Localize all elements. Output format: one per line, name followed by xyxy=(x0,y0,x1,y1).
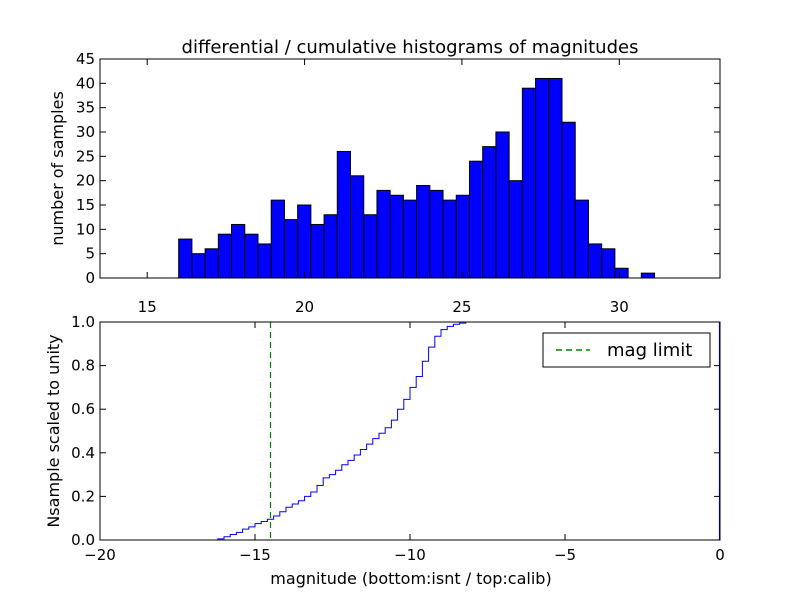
histogram-bar xyxy=(482,146,497,279)
histogram-bar xyxy=(508,180,523,279)
histogram-bar xyxy=(217,233,233,279)
histogram-bar xyxy=(561,121,576,279)
histogram-bar xyxy=(310,223,325,279)
cumulative-xtick-label: −15 xyxy=(239,546,271,564)
histogram-bar xyxy=(587,243,603,279)
cumulative-ytick-label: 1.0 xyxy=(71,313,95,331)
chart-title: differential / cumulative histograms of … xyxy=(182,37,639,58)
histogram-bar xyxy=(416,185,431,279)
cumulative-xtick-label: −20 xyxy=(84,546,116,564)
histogram-bar xyxy=(429,189,444,279)
histogram-bar xyxy=(402,199,418,279)
histogram-bar xyxy=(548,77,563,279)
histogram-xtick-label: 20 xyxy=(295,298,314,316)
cumulative-xtick-label: −10 xyxy=(394,546,426,564)
histogram-bar xyxy=(350,175,365,279)
cumulative-ylabel: Nsample scaled to unity xyxy=(44,334,63,527)
histogram-bar xyxy=(640,272,656,279)
histogram-bar xyxy=(495,131,510,279)
histogram-bar xyxy=(363,214,378,279)
histogram-xtick-label: 25 xyxy=(452,298,471,316)
cumulative-ytick-label: 0.6 xyxy=(71,400,95,418)
histogram-bar xyxy=(283,219,299,279)
histogram-ytick-label: 10 xyxy=(76,220,95,238)
histogram-bar xyxy=(231,223,246,279)
legend-label-mag-limit: mag limit xyxy=(607,340,692,361)
histogram-bar xyxy=(468,160,484,279)
cumulative-step-line xyxy=(100,321,720,541)
histogram-panel: 0 5 10 15 20 25 30 35 40 45 15 20 25 30 number of sam… xyxy=(48,50,721,316)
cumulative-frame xyxy=(99,321,721,541)
histogram-bar xyxy=(521,87,537,279)
histogram-ytick-label: 20 xyxy=(76,172,95,190)
histogram-bar xyxy=(204,248,219,279)
cumulative-ytick-label: 0.2 xyxy=(71,487,95,505)
histogram-bar xyxy=(270,199,285,279)
cumulative-ytick-label: 0.8 xyxy=(71,357,95,375)
histogram-bar xyxy=(244,233,259,279)
histogram-bar xyxy=(535,77,550,279)
histogram-bar xyxy=(601,248,616,279)
histogram-bar xyxy=(191,253,206,279)
histogram-bar xyxy=(574,199,589,279)
histogram-xtick-label: 15 xyxy=(138,298,157,316)
histogram-ytick-label: 25 xyxy=(76,147,95,165)
histogram-xtick-label: 30 xyxy=(610,298,629,316)
cumulative-panel: 0.0 0.2 0.4 0.6 0.8 1.0 −20 −15 −10 −5 0 magnitude… xyxy=(44,313,725,588)
histogram-frame xyxy=(99,58,721,279)
histogram-ytick-label: 45 xyxy=(76,50,95,68)
histogram-bar xyxy=(336,150,352,279)
cumulative-xtick-label: −5 xyxy=(554,546,576,564)
histogram-bar xyxy=(297,204,312,279)
cumulative-xlabel: magnitude (bottom:isnt / top:calib) xyxy=(270,569,551,588)
histogram-bar xyxy=(323,214,338,279)
histogram-ytick-label: 40 xyxy=(76,74,95,92)
histogram-ticks: 0 5 10 15 20 25 30 35 40 45 15 20 25 30 xyxy=(76,50,720,316)
histogram-bar xyxy=(455,194,470,279)
cumulative-ytick-label: 0.4 xyxy=(71,444,95,462)
histogram-bar xyxy=(614,267,629,279)
cumulative-ytick-label: 0.0 xyxy=(71,531,95,549)
histogram-bar xyxy=(376,189,391,279)
histogram-bar xyxy=(257,243,272,279)
histogram-bar xyxy=(389,194,404,279)
histogram-bar xyxy=(178,238,193,279)
histogram-ytick-label: 0 xyxy=(85,269,95,287)
histogram-ytick-label: 15 xyxy=(76,196,95,214)
histogram-ylabel: number of samples xyxy=(48,91,67,246)
histogram-ytick-label: 35 xyxy=(76,99,95,117)
legend: mag limit xyxy=(542,332,711,368)
histogram-bars xyxy=(178,77,656,279)
histogram-ytick-label: 5 xyxy=(85,245,95,263)
cumulative-xtick-label: 0 xyxy=(715,546,725,564)
histogram-ytick-label: 30 xyxy=(76,123,95,141)
histogram-bar xyxy=(442,199,457,279)
